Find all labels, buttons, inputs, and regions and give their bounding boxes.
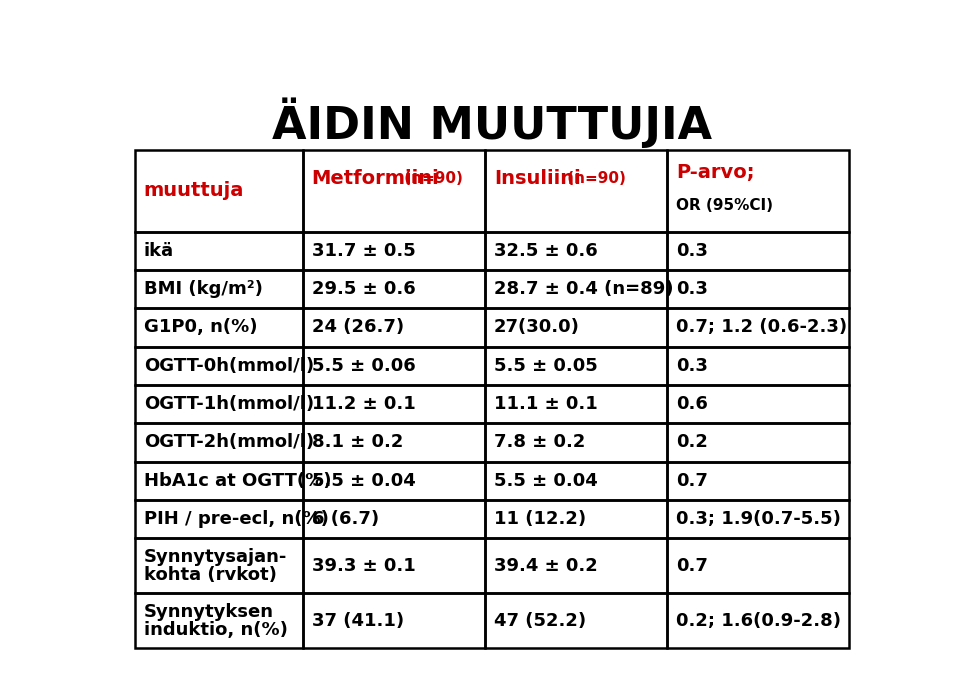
Text: 31.7 ± 0.5: 31.7 ± 0.5 — [312, 241, 416, 260]
Text: Metformiini: Metformiini — [312, 169, 440, 188]
Bar — [485, 231, 667, 270]
Text: 0.3: 0.3 — [676, 357, 708, 374]
Bar — [485, 593, 667, 649]
Bar — [134, 308, 302, 346]
Bar — [667, 346, 849, 385]
Bar — [667, 385, 849, 423]
Bar — [485, 385, 667, 423]
Bar — [134, 500, 302, 538]
Text: 32.5 ± 0.6: 32.5 ± 0.6 — [493, 241, 597, 260]
Bar — [302, 308, 485, 346]
Text: 0.2: 0.2 — [676, 433, 708, 451]
Text: 0.3: 0.3 — [676, 241, 708, 260]
Text: 28.7 ± 0.4 (n=89): 28.7 ± 0.4 (n=89) — [493, 280, 673, 298]
Text: 6 (6.7): 6 (6.7) — [312, 510, 379, 528]
Bar — [485, 270, 667, 308]
Text: 5.5 ± 0.04: 5.5 ± 0.04 — [312, 472, 416, 490]
Bar — [667, 423, 849, 462]
Bar — [302, 423, 485, 462]
Bar — [485, 308, 667, 346]
Text: 39.3 ± 0.1: 39.3 ± 0.1 — [312, 557, 416, 575]
Text: 47 (52.2): 47 (52.2) — [493, 612, 586, 630]
Text: ikä: ikä — [144, 241, 174, 260]
Text: ÄIDIN MUUTTUJIA: ÄIDIN MUUTTUJIA — [272, 98, 712, 148]
Bar — [134, 150, 302, 231]
Text: 29.5 ± 0.6: 29.5 ± 0.6 — [312, 280, 416, 298]
Text: PIH / pre-ecl, n(%): PIH / pre-ecl, n(%) — [144, 510, 328, 528]
Text: Insuliini: Insuliini — [493, 169, 581, 188]
Bar — [667, 308, 849, 346]
Bar — [302, 346, 485, 385]
Text: 7.8 ± 0.2: 7.8 ± 0.2 — [493, 433, 586, 451]
Bar — [302, 538, 485, 593]
Bar — [134, 231, 302, 270]
Bar — [485, 538, 667, 593]
Text: OGTT-0h(mmol/l): OGTT-0h(mmol/l) — [144, 357, 314, 374]
Bar — [134, 593, 302, 649]
Bar — [302, 462, 485, 500]
Text: kohta (rvkot): kohta (rvkot) — [144, 565, 276, 584]
Bar — [485, 346, 667, 385]
Text: G1P0, n(%): G1P0, n(%) — [144, 318, 257, 336]
Bar — [667, 593, 849, 649]
Text: 5.5 ± 0.05: 5.5 ± 0.05 — [493, 357, 597, 374]
Bar — [485, 500, 667, 538]
Text: 11.1 ± 0.1: 11.1 ± 0.1 — [493, 395, 597, 413]
Text: BMI (kg/m²): BMI (kg/m²) — [144, 280, 263, 298]
Bar — [667, 538, 849, 593]
Text: (n=90): (n=90) — [563, 171, 626, 186]
Bar — [134, 385, 302, 423]
Text: 5.5 ± 0.04: 5.5 ± 0.04 — [493, 472, 597, 490]
Text: 0.2; 1.6(0.9-2.8): 0.2; 1.6(0.9-2.8) — [676, 612, 841, 630]
Bar — [134, 538, 302, 593]
Bar — [485, 462, 667, 500]
Text: 0.7; 1.2 (0.6-2.3): 0.7; 1.2 (0.6-2.3) — [676, 318, 847, 336]
Bar — [302, 500, 485, 538]
Bar — [302, 270, 485, 308]
Bar — [134, 270, 302, 308]
Bar — [302, 231, 485, 270]
Text: muuttuja: muuttuja — [144, 181, 244, 201]
Text: 8.1 ± 0.2: 8.1 ± 0.2 — [312, 433, 403, 451]
Text: 11 (12.2): 11 (12.2) — [493, 510, 586, 528]
Bar — [667, 150, 849, 231]
Text: induktio, n(%): induktio, n(%) — [144, 621, 288, 639]
Bar — [485, 423, 667, 462]
Text: 0.7: 0.7 — [676, 557, 708, 575]
Bar — [667, 500, 849, 538]
Bar — [667, 270, 849, 308]
Text: (n=90): (n=90) — [399, 171, 464, 186]
Text: 24 (26.7): 24 (26.7) — [312, 318, 404, 336]
Bar — [667, 462, 849, 500]
Text: 0.3; 1.9(0.7-5.5): 0.3; 1.9(0.7-5.5) — [676, 510, 841, 528]
Text: Synnytysajan-: Synnytysajan- — [144, 548, 287, 566]
Bar — [667, 231, 849, 270]
Text: P-arvo;: P-arvo; — [676, 164, 755, 182]
Text: OR (95%CI): OR (95%CI) — [676, 198, 773, 213]
Bar — [485, 150, 667, 231]
Bar — [302, 593, 485, 649]
Text: 39.4 ± 0.2: 39.4 ± 0.2 — [493, 557, 597, 575]
Text: OGTT-1h(mmol/l): OGTT-1h(mmol/l) — [144, 395, 314, 413]
Bar — [302, 385, 485, 423]
Text: 0.6: 0.6 — [676, 395, 708, 413]
Text: 0.3: 0.3 — [676, 280, 708, 298]
Text: Synnytyksen: Synnytyksen — [144, 603, 274, 621]
Bar — [302, 150, 485, 231]
Text: 11.2 ± 0.1: 11.2 ± 0.1 — [312, 395, 416, 413]
Text: 27(30.0): 27(30.0) — [493, 318, 580, 336]
Text: 0.7: 0.7 — [676, 472, 708, 490]
Bar — [134, 423, 302, 462]
Text: HbA1c at OGTT(%): HbA1c at OGTT(%) — [144, 472, 331, 490]
Text: 37 (41.1): 37 (41.1) — [312, 612, 404, 630]
Text: OGTT-2h(mmol/l): OGTT-2h(mmol/l) — [144, 433, 314, 451]
Bar — [134, 462, 302, 500]
Text: 5.5 ± 0.06: 5.5 ± 0.06 — [312, 357, 416, 374]
Bar — [134, 346, 302, 385]
